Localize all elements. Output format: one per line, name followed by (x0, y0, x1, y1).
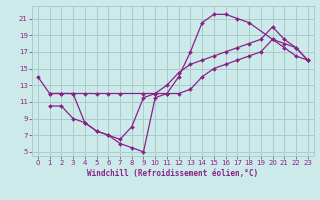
X-axis label: Windchill (Refroidissement éolien,°C): Windchill (Refroidissement éolien,°C) (87, 169, 258, 178)
